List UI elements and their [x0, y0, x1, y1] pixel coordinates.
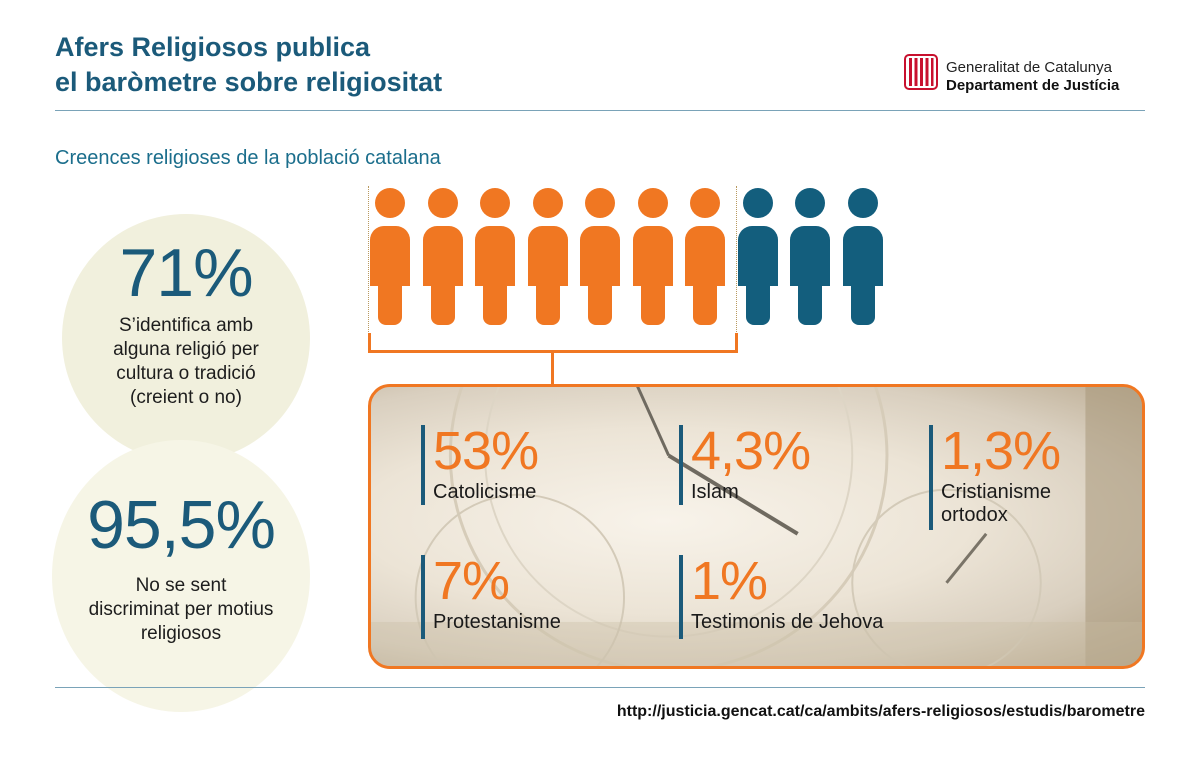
circle-desc-line: cultura o tradició	[116, 363, 256, 384]
religions-panel: 53% Catolicisme 4,3% Islam 1,3% Cristian…	[368, 384, 1145, 669]
stat-divider	[421, 425, 425, 505]
person-icon	[473, 188, 517, 328]
stat-circle-identifies: 71% S’identifica amb alguna religió per …	[62, 214, 310, 462]
senyera-logo-icon	[904, 54, 938, 90]
source-url-link[interactable]: http://justicia.gencat.cat/ca/ambits/afe…	[616, 703, 1145, 720]
circle-description: No se sent discriminat per motius religi…	[52, 574, 310, 646]
title-line-2: el baròmetre sobre religiositat	[55, 67, 443, 97]
circle-desc-line: alguna religió per	[113, 339, 259, 360]
circle-value: 71%	[119, 235, 253, 311]
stat-label-line: Cristianisme	[941, 481, 1052, 503]
stat-label: Catolicisme	[433, 481, 537, 503]
circle-desc-line: (creient o no)	[130, 387, 242, 408]
stat-divider	[679, 555, 683, 639]
stat-divider	[679, 425, 683, 505]
stat-value: 7%	[433, 551, 510, 611]
logo-line-2: Departament de Justícia	[946, 77, 1120, 94]
pictogram-left-guide	[368, 186, 369, 332]
person-icon	[736, 188, 780, 328]
person-icon	[578, 188, 622, 328]
person-icon	[421, 188, 465, 328]
stat-label: Cristianisme ortodox	[941, 481, 1051, 527]
pictogram-right-guide	[736, 186, 737, 332]
stat-divider	[929, 425, 933, 530]
stat-value: 1%	[691, 551, 768, 611]
stat-label: Protestanisme	[433, 611, 561, 633]
person-icon	[631, 188, 675, 328]
stat-label-line: ortodox	[941, 504, 1008, 526]
logo-line-1: Generalitat de Catalunya	[946, 59, 1112, 76]
pictogram-bracket-stem	[551, 353, 554, 385]
person-icon	[683, 188, 727, 328]
circle-value: 95,5%	[87, 487, 276, 563]
generalitat-logo: Generalitat de Catalunya Departament de …	[904, 52, 1154, 96]
person-icon	[368, 188, 412, 328]
stat-divider	[421, 555, 425, 639]
section-subtitle: Creences religioses de la població catal…	[55, 147, 441, 169]
pocket-watch-background-icon	[371, 387, 1142, 666]
person-icon	[788, 188, 832, 328]
pictogram-bracket	[368, 333, 738, 353]
stat-value: 4,3%	[691, 421, 811, 481]
circle-desc-line: religiosos	[140, 623, 222, 644]
stat-circle-discrimination: 95,5% No se sent discriminat per motius …	[52, 440, 310, 712]
stat-value: 1,3%	[941, 421, 1061, 481]
circle-desc-line: S’identifica amb	[118, 315, 254, 336]
footer-divider	[55, 687, 1145, 688]
page-title: Afers Religiosos publica el baròmetre so…	[55, 30, 442, 100]
person-icon	[526, 188, 570, 328]
person-icon	[841, 188, 885, 328]
stat-label: Testimonis de Jehova	[691, 611, 884, 633]
title-line-1: Afers Religiosos publica	[55, 32, 371, 62]
header-divider	[55, 110, 1145, 111]
stat-value: 53%	[433, 421, 539, 481]
circle-description: S’identifica amb alguna religió per cult…	[62, 314, 310, 410]
circle-desc-line: No se sent	[135, 575, 227, 596]
person-pictogram	[368, 188, 888, 328]
stat-label: Islam	[691, 481, 739, 503]
circle-desc-line: discriminat per motius	[88, 599, 274, 620]
